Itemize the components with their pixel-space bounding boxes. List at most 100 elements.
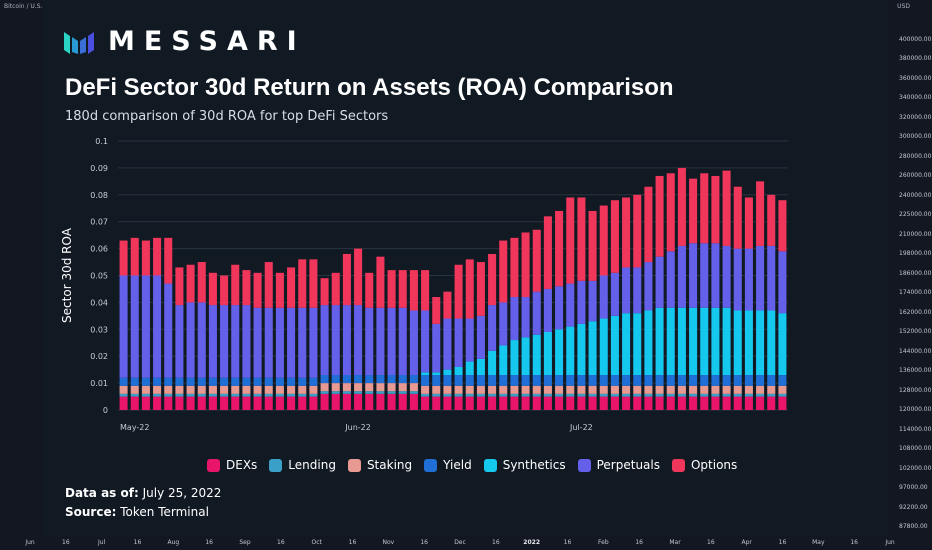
bar-segment-perpetuals bbox=[610, 272, 619, 316]
bar-segment-lending bbox=[443, 393, 452, 397]
bar-segment-staking bbox=[253, 385, 262, 394]
bar-segment-lending bbox=[320, 391, 329, 394]
price-scale-tick: 87800.00 bbox=[899, 523, 928, 530]
bar-segment-staking bbox=[510, 385, 519, 394]
bar-segment-yield bbox=[275, 377, 284, 386]
time-scale-tick: 16 bbox=[277, 539, 285, 546]
bar-segment-options bbox=[465, 259, 474, 319]
bar-segment-staking bbox=[711, 385, 720, 394]
price-scale-tick: 210000.00 bbox=[899, 230, 932, 238]
time-scale[interactable]: Jun 16 Jul 16 Aug 16 Sep 16 Oct 16 Nov 16 Dec 16 2022 1… bbox=[0, 536, 932, 550]
bar-segment-options bbox=[208, 272, 217, 306]
bar-segment-perpetuals bbox=[164, 283, 173, 378]
bar-segment-yield bbox=[510, 375, 519, 386]
bar-segment-synthetics bbox=[588, 321, 597, 376]
time-scale-tick: Dec bbox=[454, 539, 466, 546]
y-tick-label: 0 bbox=[103, 406, 108, 415]
time-scale-tick: 16 bbox=[707, 539, 715, 546]
bar-segment-staking bbox=[644, 385, 653, 394]
bar-segment-dexs bbox=[476, 396, 485, 410]
bar-segment-synthetics bbox=[454, 366, 463, 376]
bar-segment-options bbox=[733, 186, 742, 249]
bar-segment-perpetuals bbox=[242, 305, 251, 378]
bar-segment-staking bbox=[320, 383, 329, 392]
bar-segment-staking bbox=[689, 385, 698, 394]
bar-segment-yield bbox=[465, 375, 474, 386]
bar-segment-options bbox=[130, 237, 139, 276]
bar-segment-staking bbox=[421, 385, 430, 394]
time-scale-tick: Jun bbox=[25, 539, 35, 546]
bar-segment-yield bbox=[644, 375, 653, 386]
bar-segment-options bbox=[510, 237, 519, 298]
bar-segment-dexs bbox=[141, 396, 150, 410]
legend-swatch bbox=[483, 458, 497, 472]
bar-segment-perpetuals bbox=[744, 248, 753, 311]
price-scale-tick: 240000.00 bbox=[899, 191, 932, 199]
legend-item-synthetics: Synthetics bbox=[483, 458, 566, 472]
bar-segment-options bbox=[744, 197, 753, 249]
bar-segment-synthetics bbox=[756, 310, 765, 376]
time-scale-tick: May bbox=[812, 539, 825, 546]
bar-segment-synthetics bbox=[510, 340, 519, 376]
bar-segment-lending bbox=[197, 393, 206, 397]
bar-segment-options bbox=[778, 200, 787, 252]
bar-segment-lending bbox=[566, 393, 575, 397]
bar-segment-lending bbox=[510, 393, 519, 397]
bar-segment-synthetics bbox=[543, 331, 552, 376]
bar-segment-dexs bbox=[421, 396, 430, 410]
bar-segment-perpetuals bbox=[577, 280, 586, 324]
bar-segment-staking bbox=[655, 385, 664, 394]
bar-segment-perpetuals bbox=[264, 307, 273, 378]
bar-segment-dexs bbox=[164, 396, 173, 410]
legend-label: Options bbox=[690, 458, 738, 472]
bar-segment-lending bbox=[588, 393, 597, 397]
bar-segment-perpetuals bbox=[476, 315, 485, 359]
bar-segment-lending bbox=[499, 393, 508, 397]
bar-segment-staking bbox=[298, 385, 307, 394]
bar-segment-staking bbox=[387, 383, 396, 392]
bar-segment-yield bbox=[454, 375, 463, 386]
bar-segment-options bbox=[588, 210, 597, 281]
bar-segment-options bbox=[342, 253, 351, 306]
bar-segment-staking bbox=[722, 385, 731, 394]
bar-segment-dexs bbox=[622, 396, 631, 410]
bar-segment-lending bbox=[610, 393, 619, 397]
bar-segment-perpetuals bbox=[387, 307, 396, 376]
bar-segment-staking bbox=[130, 385, 139, 394]
price-scale[interactable]: 400000.00 380000.00 360000.00 340000.00 3200… bbox=[889, 0, 932, 550]
price-scale-tick: 174000.00 bbox=[899, 289, 932, 297]
bar-segment-dexs bbox=[499, 396, 508, 410]
chart-title: DeFi Sector 30d Return on Assets (ROA) C… bbox=[65, 74, 674, 101]
price-scale-tick: 97000.00 bbox=[899, 484, 928, 492]
bar-segment-lending bbox=[644, 393, 653, 397]
bar-segment-perpetuals bbox=[599, 275, 608, 319]
bar-segment-synthetics bbox=[476, 358, 485, 376]
bar-segment-staking bbox=[677, 385, 686, 394]
bar-segment-dexs bbox=[756, 396, 765, 410]
time-scale-tick: Jun bbox=[885, 539, 895, 546]
bar-segment-options bbox=[700, 173, 709, 244]
bar-segment-dexs bbox=[577, 396, 586, 410]
price-scale-tick: 360000.00 bbox=[899, 74, 932, 82]
y-tick-label: 0.08 bbox=[90, 191, 108, 200]
bar-segment-staking bbox=[778, 385, 787, 394]
bar-segment-staking bbox=[153, 385, 162, 394]
bar-segment-lending bbox=[767, 393, 776, 397]
bar-segment-options bbox=[141, 240, 150, 276]
bar-segment-staking bbox=[275, 385, 284, 394]
x-tick-label: Jul-22 bbox=[569, 423, 593, 432]
bar-segment-yield bbox=[387, 375, 396, 384]
chart-legend: DEXs Lending Staking Yield Synthetics Perpetu… bbox=[207, 458, 737, 472]
bar-segment-perpetuals bbox=[275, 307, 284, 378]
bar-segment-lending bbox=[141, 393, 150, 397]
bar-segment-perpetuals bbox=[756, 245, 765, 311]
bar-segment-perpetuals bbox=[488, 305, 497, 351]
bar-segment-perpetuals bbox=[141, 275, 150, 378]
bar-segment-lending bbox=[599, 393, 608, 397]
bar-segment-staking bbox=[197, 385, 206, 394]
bar-segment-yield bbox=[610, 375, 619, 386]
price-scale-tick: 152000.00 bbox=[899, 328, 932, 336]
bar-segment-perpetuals bbox=[655, 256, 664, 308]
bar-segment-perpetuals bbox=[376, 307, 385, 376]
bar-segment-perpetuals bbox=[532, 291, 541, 335]
